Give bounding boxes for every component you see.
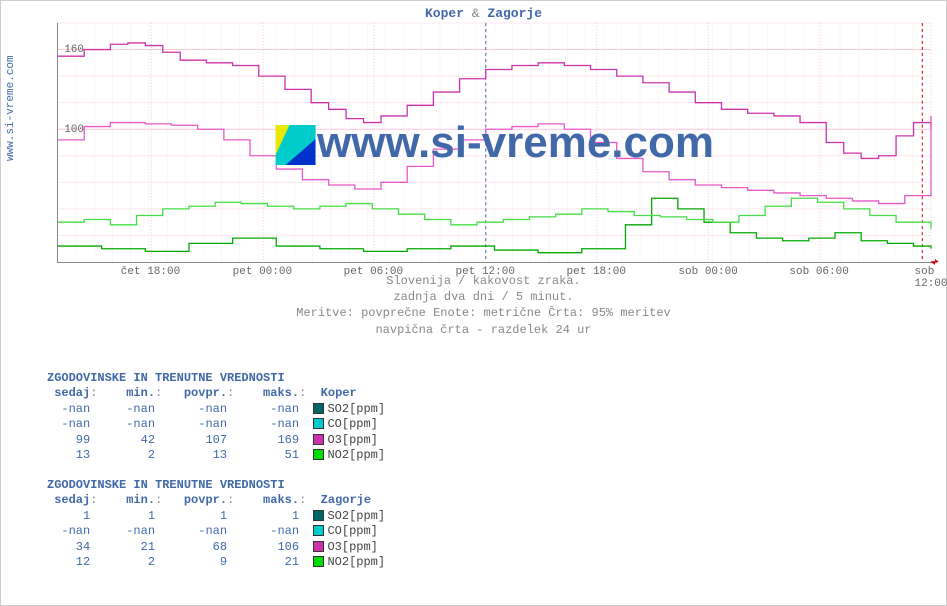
- stat-table-row: 99 42 107 169 O3[ppm]: [47, 433, 385, 449]
- stat-table-row: 13 2 13 51 NO2[ppm]: [47, 448, 385, 464]
- legend-swatch: [313, 510, 324, 521]
- chart-container: Koper & Zagorje www.si-vreme.com 100160 …: [31, 6, 936, 331]
- chart-title: Koper & Zagorje: [31, 6, 936, 21]
- y-axis-source-label: www.si-vreme.com: [5, 55, 17, 161]
- stats-tables: ZGODOVINSKE IN TRENUTNE VREDNOSTI sedaj:…: [47, 371, 385, 585]
- xtick-label: sob 12:00: [914, 266, 947, 290]
- stat-table-row: -nan -nan -nan -nan CO[ppm]: [47, 417, 385, 433]
- stat-table-columns: sedaj: min.: povpr.: maks.: Koper: [47, 386, 385, 402]
- species-label: SO2[ppm]: [327, 509, 385, 523]
- xtick-label: sob 06:00: [789, 266, 848, 278]
- species-label: SO2[ppm]: [327, 402, 385, 416]
- chart-caption: Slovenija / kakovost zraka.zadnja dva dn…: [31, 273, 936, 338]
- xtick-label: čet 18:00: [121, 266, 180, 278]
- stat-table-row: -nan -nan -nan -nan CO[ppm]: [47, 524, 385, 540]
- xtick-label: pet 06:00: [344, 266, 403, 278]
- stat-table-row: 1 1 1 1 SO2[ppm]: [47, 509, 385, 525]
- stat-table: ZGODOVINSKE IN TRENUTNE VREDNOSTI sedaj:…: [47, 371, 385, 464]
- caption-line: navpična črta - razdelek 24 ur: [31, 322, 936, 338]
- species-label: NO2[ppm]: [327, 448, 385, 462]
- ytick-label: 100: [64, 124, 84, 136]
- stat-table-row: 34 21 68 106 O3[ppm]: [47, 540, 385, 556]
- legend-swatch: [313, 525, 324, 536]
- stat-table-header: ZGODOVINSKE IN TRENUTNE VREDNOSTI: [47, 371, 385, 385]
- ytick-label: 160: [64, 44, 84, 56]
- legend-swatch: [313, 541, 324, 552]
- legend-swatch: [313, 403, 324, 414]
- species-label: NO2[ppm]: [327, 555, 385, 569]
- caption-line: Meritve: povprečne Enote: metrične Črta:…: [31, 305, 936, 321]
- stat-table-row: -nan -nan -nan -nan SO2[ppm]: [47, 402, 385, 418]
- xtick-label: pet 18:00: [567, 266, 626, 278]
- plot-svg: [58, 23, 931, 262]
- legend-swatch: [313, 418, 324, 429]
- stat-table: ZGODOVINSKE IN TRENUTNE VREDNOSTI sedaj:…: [47, 478, 385, 571]
- species-label: CO[ppm]: [327, 524, 377, 538]
- caption-line: zadnja dva dni / 5 minut.: [31, 289, 936, 305]
- stat-table-columns: sedaj: min.: povpr.: maks.: Zagorje: [47, 493, 385, 509]
- legend-swatch: [313, 449, 324, 460]
- title-amp: &: [464, 6, 487, 21]
- species-label: CO[ppm]: [327, 417, 377, 431]
- xtick-label: pet 12:00: [456, 266, 515, 278]
- legend-swatch: [313, 556, 324, 567]
- legend-swatch: [313, 434, 324, 445]
- species-label: O3[ppm]: [327, 433, 377, 447]
- species-label: O3[ppm]: [327, 540, 377, 554]
- stat-table-header: ZGODOVINSKE IN TRENUTNE VREDNOSTI: [47, 478, 385, 492]
- xtick-label: sob 00:00: [678, 266, 737, 278]
- plot-area: www.si-vreme.com: [57, 23, 931, 263]
- title-loc-b: Zagorje: [487, 6, 542, 21]
- stat-table-row: 12 2 9 21 NO2[ppm]: [47, 555, 385, 571]
- title-loc-a: Koper: [425, 6, 464, 21]
- xtick-label: pet 00:00: [233, 266, 292, 278]
